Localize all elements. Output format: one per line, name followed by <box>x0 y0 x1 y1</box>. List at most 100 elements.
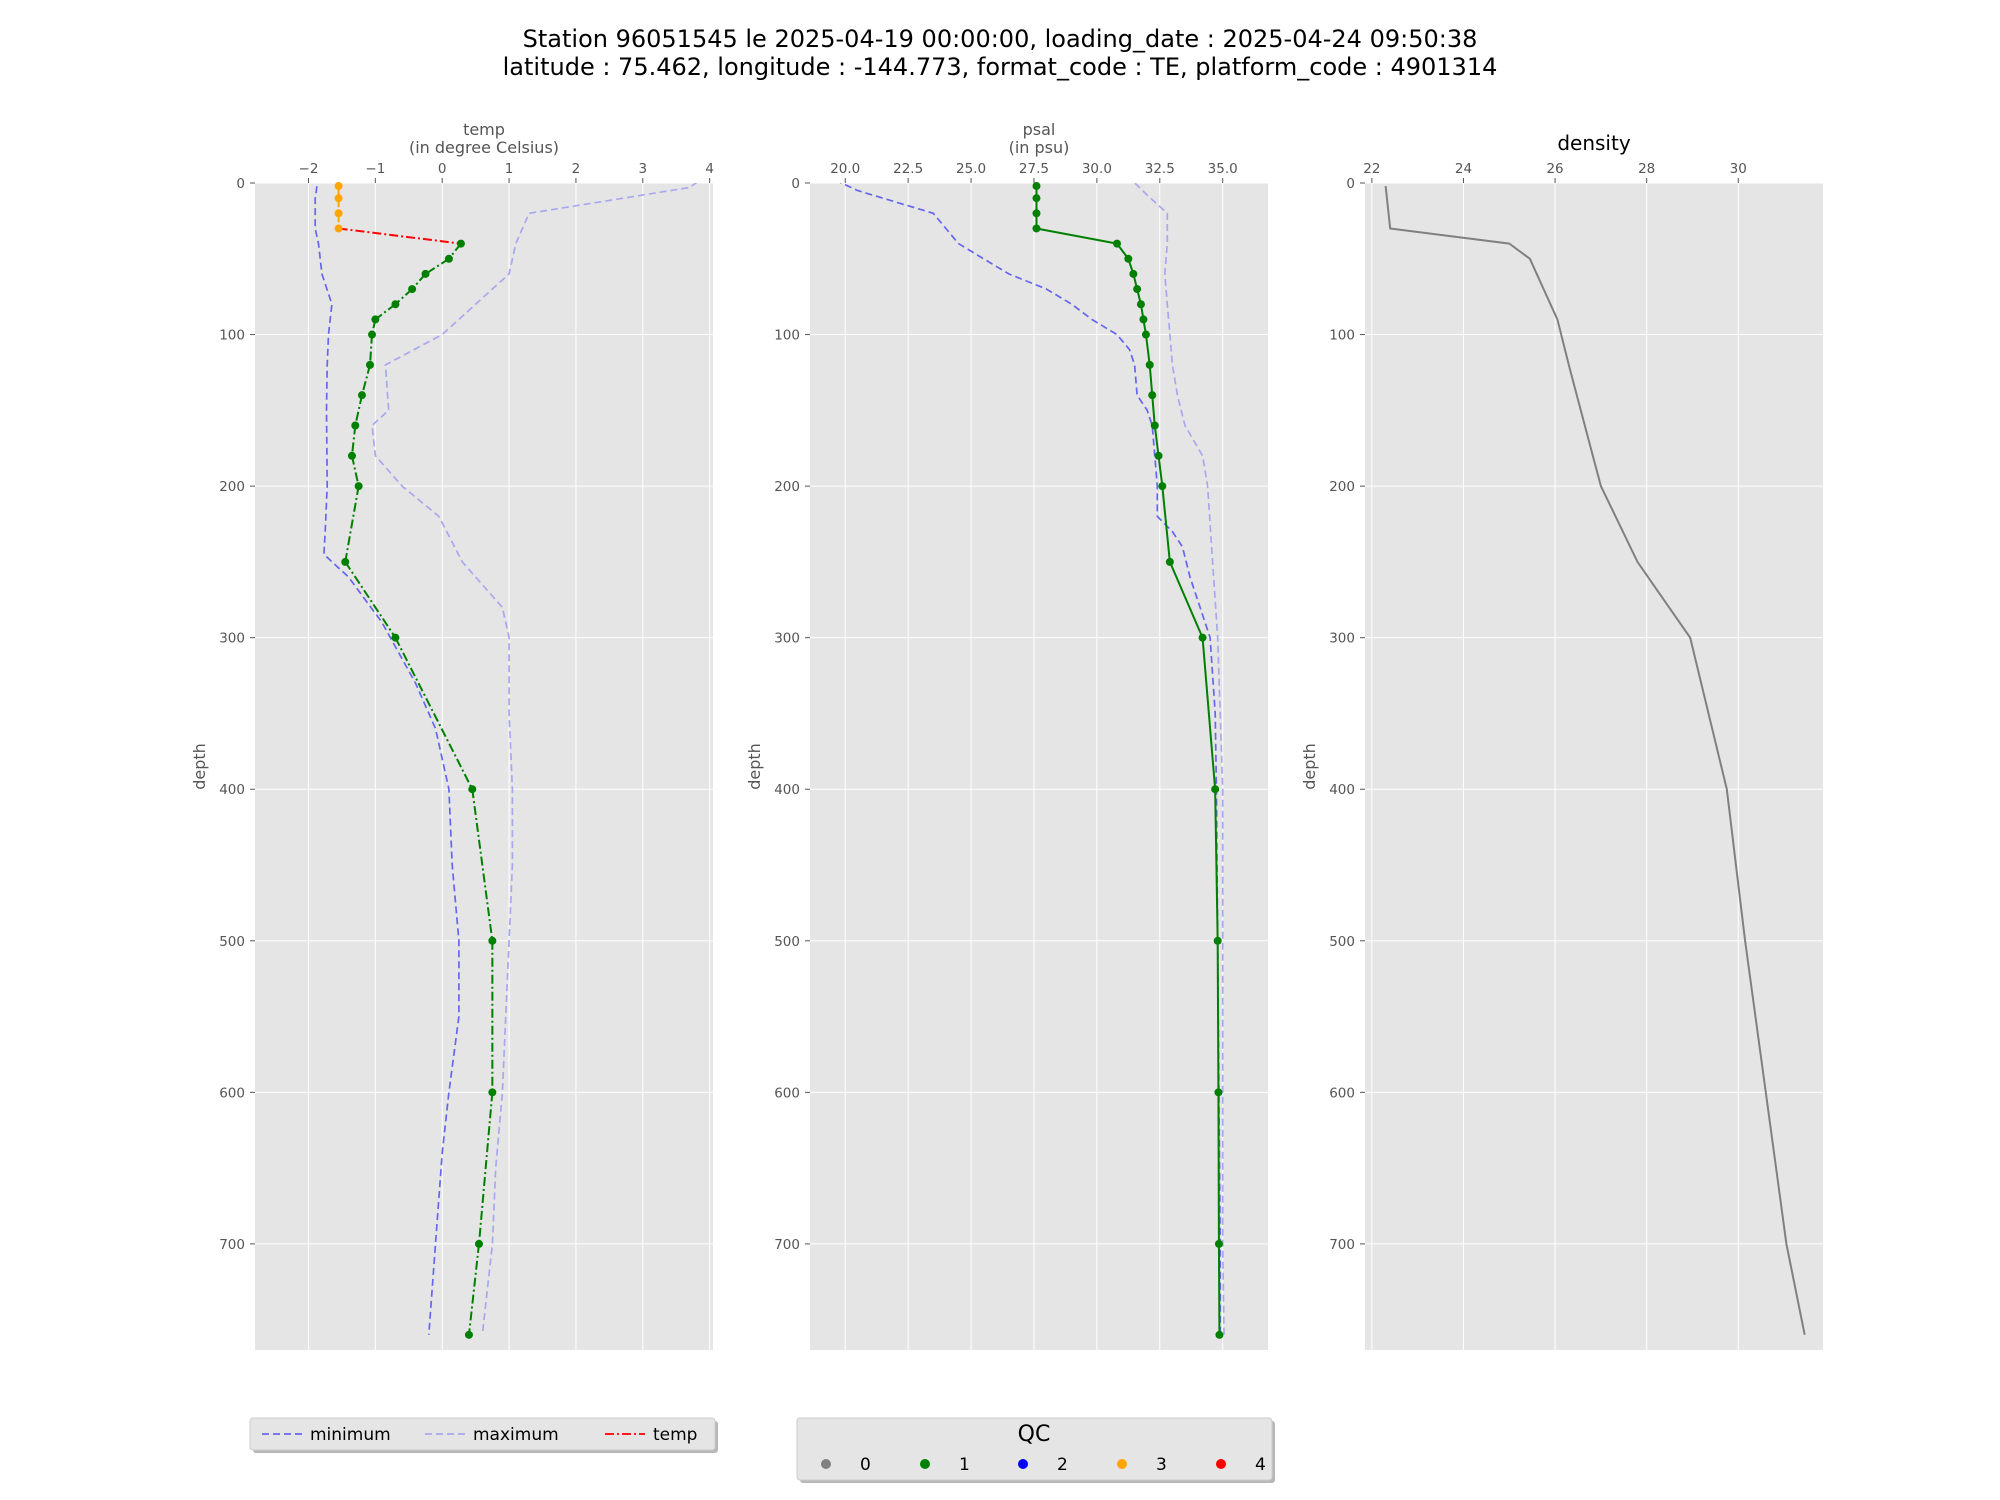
series-legend: minimum maximum temp <box>249 1417 718 1453</box>
psal-psal-segment <box>1161 486 1171 562</box>
psal-psal-segment <box>1217 1243 1221 1335</box>
psal-x-tick-label: 32.5 <box>1145 161 1175 177</box>
psal-psal-point <box>1215 1330 1224 1339</box>
psal-psal-segment <box>1216 940 1220 1093</box>
psal-x-tick-label: 35.0 <box>1208 161 1238 177</box>
psal-psal-point <box>1124 254 1133 263</box>
density-y-tick-label: 0 <box>1346 176 1355 192</box>
temp-maximum-line <box>371 183 698 1335</box>
density-y-tick-label: 400 <box>1329 782 1355 798</box>
temp-temp-segment <box>477 1092 494 1244</box>
density-panel-title: density <box>1557 131 1630 155</box>
psal-psal-point <box>1113 239 1122 248</box>
psal-psal-segment <box>1148 364 1154 396</box>
density-y-tick-label: 300 <box>1329 631 1355 647</box>
psal-y-tick-label: 0 <box>791 176 800 192</box>
psal-plot-area <box>810 183 1268 1350</box>
psal-psal-segment <box>1157 455 1164 487</box>
qc-legend: QC 0 1 2 3 4 <box>796 1417 1275 1483</box>
psal-x-tick-label: 27.5 <box>1019 161 1049 177</box>
series-legend-box <box>249 1417 716 1451</box>
temp-temp-point <box>421 269 430 278</box>
psal-maximum-line <box>1133 183 1225 1335</box>
psal-x-tick-label: 22.5 <box>893 161 923 177</box>
temp-temp-segment <box>374 303 397 321</box>
psal-psal-point <box>1145 360 1154 369</box>
psal-y-tick-label: 400 <box>774 782 800 798</box>
temp-y-tick-label: 600 <box>219 1085 245 1101</box>
temp-x-tick-label: −2 <box>299 161 319 177</box>
psal-psal-segment <box>1144 334 1151 365</box>
temp-temp-point <box>468 785 477 794</box>
temp-y-tick-label: 200 <box>219 479 245 495</box>
temp-temp-segment <box>471 789 494 941</box>
temp-temp-segment <box>350 455 360 487</box>
temp-temp-segment <box>350 425 357 456</box>
psal-psal-point <box>1211 785 1220 794</box>
temp-temp-point <box>351 421 360 430</box>
density-x-tick-label: 22 <box>1363 161 1380 177</box>
qc-legend-marker-2 <box>1018 1459 1028 1469</box>
temp-temp-point <box>488 936 497 945</box>
psal-psal-point <box>1148 391 1157 400</box>
density-y-tick-label: 700 <box>1329 1237 1355 1253</box>
qc-legend-label-1: 1 <box>959 1455 970 1475</box>
temp-temp-point <box>334 182 343 191</box>
psal-psal-point <box>1198 633 1207 642</box>
qc-legend-marker-0 <box>821 1459 831 1469</box>
psal-psal-point <box>1032 224 1041 233</box>
psal-psal-point <box>1139 315 1148 324</box>
temp-x-tick-label: 3 <box>638 161 647 177</box>
temp-y-tick-label: 100 <box>219 328 245 344</box>
temp-temp-point <box>444 254 453 263</box>
temp-temp-segment <box>354 394 363 426</box>
temp-temp-segment <box>344 561 397 639</box>
qc-legend-box <box>796 1417 1273 1481</box>
psal-psal-point <box>1154 451 1163 460</box>
temp-temp-point <box>371 315 380 324</box>
temp-y-tick-label: 0 <box>236 176 245 192</box>
psal-psal-segment <box>1201 637 1217 790</box>
psal-psal-point <box>1150 421 1159 430</box>
legend-temp-label: temp <box>653 1425 697 1445</box>
psal-y-tick-label: 500 <box>774 934 800 950</box>
psal-panel: 20.0 22.5 25.0 27.5 30.0 32.5 35.0 0 100 200 300 40… <box>745 120 1268 1350</box>
temp-temp-point <box>334 209 343 218</box>
temp-y-tick-label: 500 <box>219 934 245 950</box>
psal-y-axis-label: depth <box>745 743 764 790</box>
legend-maximum-label: maximum <box>473 1425 559 1445</box>
legend-minimum-label: minimum <box>310 1425 391 1445</box>
temp-temp-point <box>464 1330 473 1339</box>
temp-temp-segment <box>361 364 371 396</box>
temp-temp-point <box>474 1239 483 1248</box>
temp-temp-point <box>391 633 400 642</box>
psal-psal-point <box>1133 285 1142 294</box>
qc-legend-label-3: 3 <box>1156 1455 1167 1475</box>
temp-temp-point <box>456 239 465 248</box>
density-y-tick-label: 600 <box>1329 1085 1355 1101</box>
psal-x-tick-label: 25.0 <box>956 161 986 177</box>
density-y-tick-label: 200 <box>1329 479 1355 495</box>
psal-x-tick-label: 30.0 <box>1082 161 1112 177</box>
psal-psal-segment <box>1168 561 1204 639</box>
psal-minimum-line <box>839 183 1222 1335</box>
psal-psal-point <box>1214 1088 1223 1097</box>
temp-temp-segment <box>424 257 450 275</box>
temp-x-tick-label: 2 <box>572 161 581 177</box>
temp-temp-point <box>347 451 356 460</box>
psal-psal-segment <box>1036 227 1118 245</box>
temp-temp-segment <box>369 334 374 365</box>
temp-y-tick-label: 300 <box>219 631 245 647</box>
psal-y-tick-label: 300 <box>774 631 800 647</box>
density-panel: 22 24 26 28 300100200300400500600700depthden… <box>1300 131 1823 1350</box>
qc-legend-marker-3 <box>1117 1459 1127 1469</box>
psal-psal-segment <box>1217 1092 1220 1244</box>
psal-y-tick-label: 600 <box>774 1085 800 1101</box>
qc-legend-label-0: 0 <box>860 1455 871 1475</box>
psal-x-axis-label: psal (in psu) <box>1009 120 1070 157</box>
temp-temp-segment <box>338 227 462 245</box>
psal-y-tick-label: 200 <box>774 479 800 495</box>
density-density-line <box>1384 185 1806 1335</box>
psal-psal-point <box>1136 300 1145 309</box>
